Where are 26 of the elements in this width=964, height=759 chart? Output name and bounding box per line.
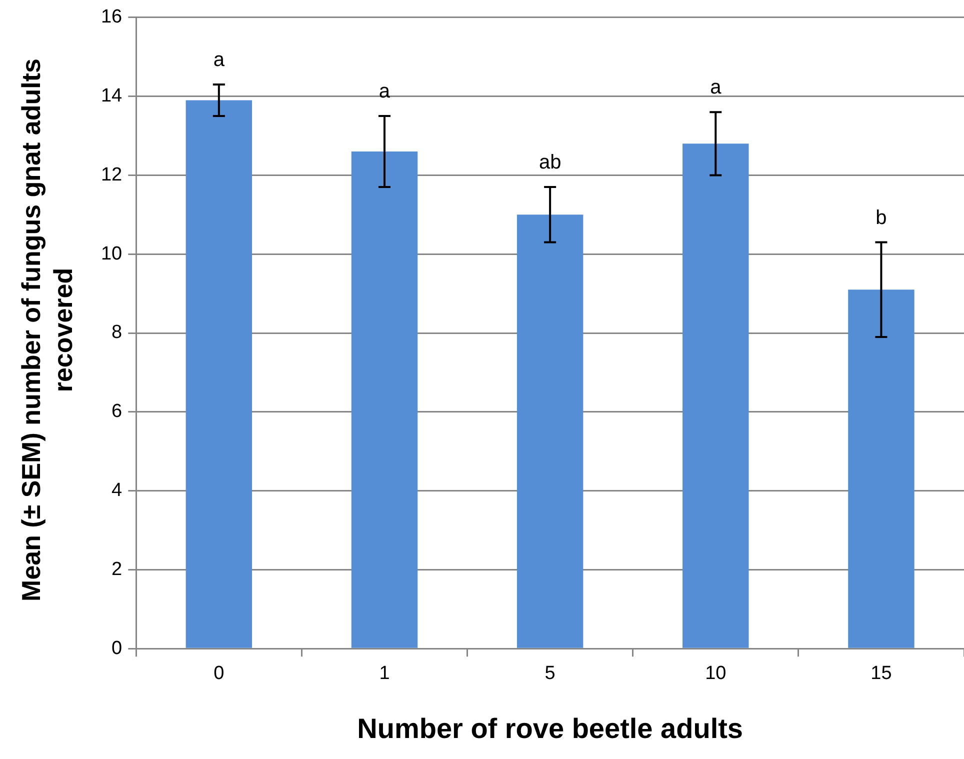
bar xyxy=(351,152,418,648)
bar xyxy=(848,290,914,648)
y-tick-label: 16 xyxy=(100,6,122,28)
y-tick-label: 0 xyxy=(112,638,122,659)
annotation: b xyxy=(876,206,887,229)
annotation: ab xyxy=(538,152,562,174)
x-tick-label: 15 xyxy=(870,663,892,684)
bar xyxy=(516,214,584,648)
y-tick-label: 10 xyxy=(100,243,122,264)
annotation: a xyxy=(213,48,226,71)
y-tick-label: 12 xyxy=(100,164,122,186)
y-tick-label: 14 xyxy=(100,86,123,107)
x-tick-label: 5 xyxy=(544,663,556,684)
annotation: a xyxy=(710,76,722,99)
y-tick-label: 8 xyxy=(112,322,122,344)
x-axis-title: Number of rove beetle adults xyxy=(357,712,744,744)
bar xyxy=(186,100,252,648)
y-axis-title: Mean (± SEM) number of fungus gnat adults recovered xyxy=(15,58,79,604)
y-tick-label: 6 xyxy=(112,401,122,422)
x-tick-label: 1 xyxy=(379,663,390,684)
x-tick-label: 10 xyxy=(705,663,726,684)
x-tick-label: 0 xyxy=(214,663,224,684)
y-tick-label: 2 xyxy=(112,558,122,580)
annotation: a xyxy=(378,80,391,103)
y-tick-label: 4 xyxy=(112,480,123,502)
bar xyxy=(682,144,749,648)
